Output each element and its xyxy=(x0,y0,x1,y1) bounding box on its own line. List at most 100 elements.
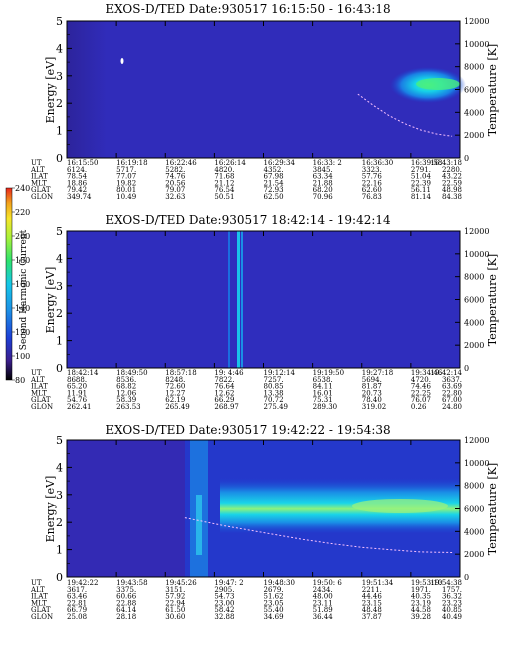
table-cell: 63.34 xyxy=(313,173,334,181)
table-cell: 22.80 xyxy=(442,389,462,397)
panel-2-burst-line xyxy=(241,231,243,368)
y2-tick-label: 8000 xyxy=(464,273,484,282)
table-cell: 22.25 xyxy=(411,389,431,397)
table-cell: 19:50: 6 xyxy=(313,579,343,587)
table-cell: 22.94 xyxy=(165,599,186,607)
panel-3-y2label: Temperature [K] xyxy=(486,463,499,555)
table-cell: 51.62 xyxy=(264,593,284,601)
table-cell: 16:43:18 xyxy=(431,159,462,167)
table-cell: 3375. xyxy=(116,586,136,594)
table-cell: 76.07 xyxy=(411,396,431,404)
panel-3-temperature-curve xyxy=(184,517,453,553)
colorbar-tick-label: 220 xyxy=(15,208,30,217)
table-cell: 48.98 xyxy=(442,186,462,194)
table-row-label: ALT xyxy=(30,586,45,594)
panel-1-spot xyxy=(120,58,124,64)
table-cell: 18:42:14 xyxy=(67,369,99,377)
table-row-label: GLAT xyxy=(31,396,51,404)
table-row-label: UT xyxy=(31,579,42,587)
table-cell: 62.19 xyxy=(165,396,185,404)
table-cell: 78.54 xyxy=(67,173,88,181)
table-cell: 24.80 xyxy=(442,403,462,411)
table-cell: 6124. xyxy=(67,166,87,174)
table-cell: 289.30 xyxy=(313,403,338,411)
table-cell: 54.76 xyxy=(67,396,88,404)
table-cell: 263.53 xyxy=(116,403,141,411)
y2-tick-label: 4000 xyxy=(464,527,484,536)
table-cell: 21.54 xyxy=(264,179,285,187)
panel-1-temperature-curve xyxy=(357,93,453,137)
table-cell: 13.38 xyxy=(264,389,284,397)
table-cell: 3637. xyxy=(442,376,462,384)
colorbar-tick-label: 100 xyxy=(15,352,30,361)
y-tick-label: 5 xyxy=(56,434,63,447)
y2-tick-label: 4000 xyxy=(464,108,484,117)
table-cell: 65.20 xyxy=(67,383,87,391)
y-tick-label: 0 xyxy=(56,362,63,375)
panel-1-title: EXOS-D/TED Date:930517 16:15:50 - 16:43:… xyxy=(105,2,390,16)
table-cell: 3617. xyxy=(67,586,87,594)
y-tick-label: 3 xyxy=(56,489,63,502)
y-tick-label: 1 xyxy=(56,335,63,348)
table-cell: 23.05 xyxy=(264,599,284,607)
y2-tick-label: 2000 xyxy=(464,131,484,140)
table-cell: 54.73 xyxy=(214,593,234,601)
y2-tick-label: 4000 xyxy=(464,318,484,327)
y2-tick-label: 12000 xyxy=(464,227,489,236)
table-cell: 16:19:18 xyxy=(116,159,147,167)
y2-tick-label: 8000 xyxy=(464,63,484,72)
table-cell: 48.48 xyxy=(362,606,382,614)
table-cell: 8248. xyxy=(165,376,185,384)
y-tick-label: 1 xyxy=(56,125,63,138)
table-cell: 68.20 xyxy=(313,186,333,194)
table-cell: 19:12:14 xyxy=(264,369,296,377)
table-cell: 79.42 xyxy=(67,186,87,194)
panel-3-ylabel: Energy [eV] xyxy=(44,476,57,543)
table-cell: 262.41 xyxy=(67,403,92,411)
table-cell: 61.50 xyxy=(165,606,185,614)
y-tick-label: 4 xyxy=(56,252,63,265)
panel-2-ylabel: Energy [eV] xyxy=(44,267,57,334)
table-cell: 6538. xyxy=(313,376,333,384)
table-cell: 21.12 xyxy=(214,179,234,187)
table-cell: 22.81 xyxy=(67,599,87,607)
table-cell: 18.86 xyxy=(67,179,88,187)
table-cell: 75.31 xyxy=(313,396,333,404)
table-cell: 44.58 xyxy=(411,606,431,614)
y2-tick-label: 10000 xyxy=(464,459,489,468)
y-tick-label: 3 xyxy=(56,280,63,293)
table-cell: 58.42 xyxy=(214,606,234,614)
table-cell: 20.73 xyxy=(362,389,382,397)
panel-3-band-core xyxy=(352,499,448,513)
table-cell: 19.82 xyxy=(116,179,136,187)
panel-2-axes: 0 1 2 3 4 5 0 2000 4000 6000 8000 10000 12000 xyxy=(56,225,489,375)
table-cell: 64.14 xyxy=(116,606,137,614)
table-cell: 22.88 xyxy=(116,599,136,607)
panel-1: EXOS-D/TED Date:930517 16:15:50 - 16:43:… xyxy=(30,2,499,201)
table-cell: 0.26 xyxy=(411,403,427,411)
table-cell: 81.14 xyxy=(411,193,432,201)
y2-tick-label: 2000 xyxy=(464,550,484,559)
table-cell: 66.79 xyxy=(67,606,87,614)
table-cell: 12.06 xyxy=(116,389,137,397)
table-row-label: ALT xyxy=(30,376,45,384)
table-cell: 19:43:58 xyxy=(116,579,147,587)
table-cell: 2791. xyxy=(411,166,431,174)
table-row-label: ILAT xyxy=(31,173,48,181)
table-cell: 11.91 xyxy=(67,389,87,397)
table-row-label: GLAT xyxy=(31,186,51,194)
table-cell: 37.87 xyxy=(362,613,382,621)
table-cell: 19:34:46 xyxy=(411,369,443,377)
panel-2-title: EXOS-D/TED Date:930517 18:42:14 - 19:42:… xyxy=(105,213,391,227)
panel-1-axes: 0 1 2 3 4 5 0 2000 4000 6000 8000 10000 12000 xyxy=(56,15,489,165)
table-cell: 7257. xyxy=(264,376,284,384)
panel-1-ylabel: Energy [eV] xyxy=(44,57,57,124)
table-cell: 44.46 xyxy=(362,593,383,601)
table-cell: 40.85 xyxy=(442,606,462,614)
table-cell: 63.46 xyxy=(67,593,88,601)
table-cell: 32.88 xyxy=(214,613,234,621)
table-cell: 19:42:14 xyxy=(431,369,463,377)
table-cell: 19:51:34 xyxy=(362,579,394,587)
table-cell: 30.60 xyxy=(165,613,185,621)
